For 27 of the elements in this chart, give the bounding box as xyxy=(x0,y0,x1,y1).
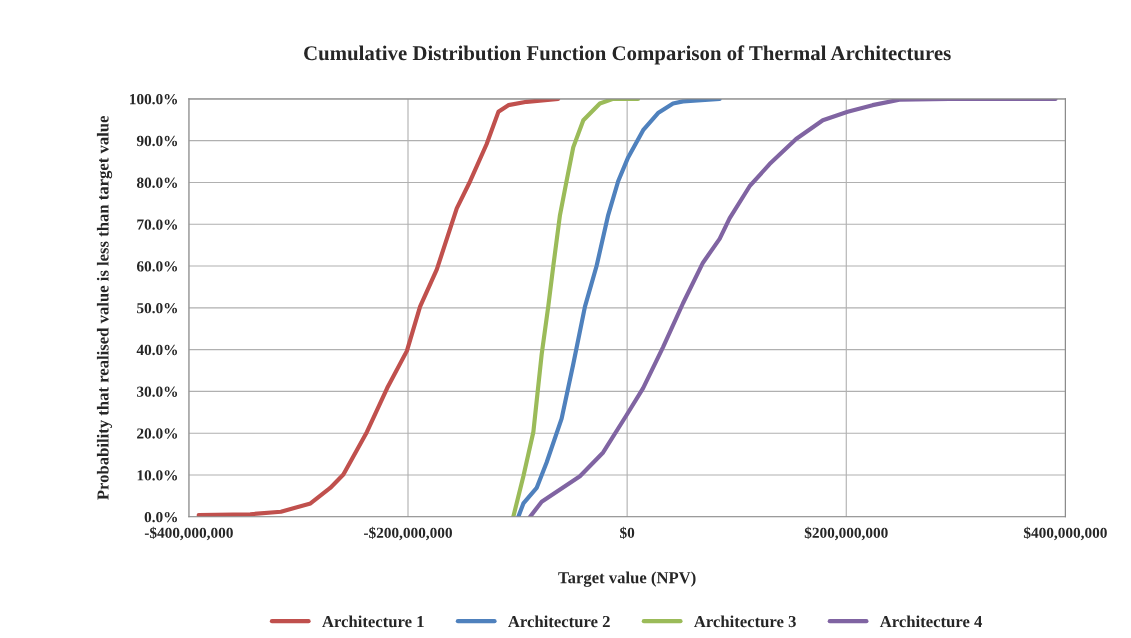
y-tick-label: 80.0% xyxy=(136,177,178,188)
y-tick-label: 40.0% xyxy=(136,344,178,356)
x-tick-label: -$400,000,000 xyxy=(144,526,233,541)
legend-label: Architecture 3 xyxy=(693,615,796,628)
x-tick-label: $400,000,000 xyxy=(1023,526,1107,541)
line-series xyxy=(196,98,561,517)
y-tick-label: 20.0% xyxy=(137,428,178,439)
y-tick-label: 30.0% xyxy=(137,386,178,397)
legend-label: Architecture 1 xyxy=(322,615,424,628)
y-tick-label: 10.0% xyxy=(137,470,178,481)
y-tick-label: 100.0% xyxy=(130,94,178,105)
x-tick-label: -$200,000,000 xyxy=(364,526,452,541)
y-tick-label: 50.0% xyxy=(137,302,178,314)
x-tick-label: $200,000,000 xyxy=(804,526,888,541)
x-axis-title: Target value (NPV) xyxy=(558,571,696,587)
x-tick-label: $0 xyxy=(620,526,635,539)
legend-label: Architecture 4 xyxy=(879,615,983,628)
legend-label: Architecture 2 xyxy=(508,615,610,628)
y-tick-label: 0.0% xyxy=(144,511,178,523)
line-series xyxy=(516,98,722,517)
y-tick-label: 60.0% xyxy=(136,261,178,272)
y-tick-label: 70.0% xyxy=(137,219,178,230)
y-axis-title: Probability that realised value is less than target value xyxy=(96,115,113,500)
line-series xyxy=(527,98,1058,517)
y-tick-label: 90.0% xyxy=(136,135,178,147)
line-series xyxy=(511,98,641,517)
chart-title: Cumulative Distribution Function Comparison of Thermal Architectures xyxy=(304,45,951,65)
